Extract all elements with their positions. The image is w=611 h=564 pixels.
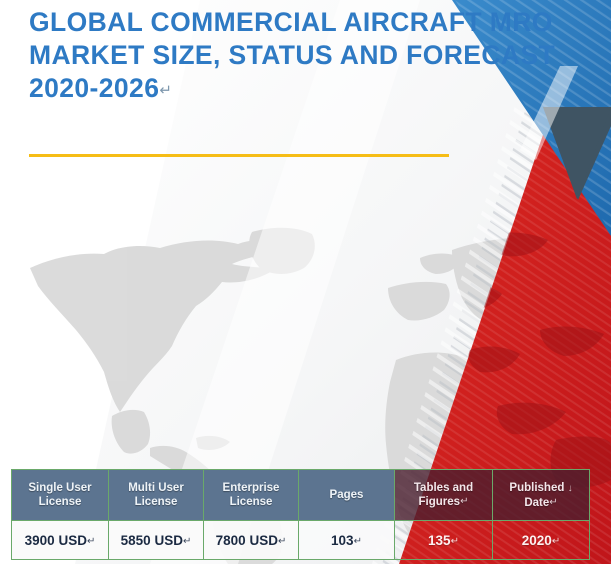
header-line-1: Tables and: [413, 482, 474, 494]
value-cell-enterprise-license: 7800 USD↵: [203, 520, 299, 560]
header-return-mark: ↵: [549, 496, 558, 508]
title-line-1: GLOBAL COMMERCIAL AIRCRAFT MRO: [29, 7, 553, 37]
header-line-1: Published: [509, 481, 565, 494]
header-line-1: Multi User: [128, 482, 184, 494]
table-header-row: Single User License Multi User License E…: [11, 469, 590, 521]
header-line-2: License: [38, 496, 82, 508]
header-return-mark: ↵: [460, 496, 469, 507]
value-text: 5850 USD: [120, 532, 183, 548]
value-return-mark: ↵: [86, 535, 96, 547]
value-cell-single-user-license: 3900 USD↵: [11, 520, 109, 560]
header-cell-multi-user-license: Multi User License: [108, 469, 204, 521]
value-return-mark: ↵: [277, 535, 287, 547]
header-line-1: Pages: [329, 489, 364, 501]
table-row: 3900 USD↵ 5850 USD↵ 7800 USD↵ 103↵ 135↵ …: [11, 520, 590, 560]
header-cell-tables-and-figures: Tables and Figures↵: [394, 469, 493, 521]
title-return-mark: ↵: [159, 82, 172, 99]
title-line-3-text: 2020-2026: [29, 73, 160, 103]
value-cell-multi-user-license: 5850 USD↵: [108, 520, 204, 560]
pricing-spec-table: Single User License Multi User License E…: [11, 469, 590, 560]
value-text: 2020: [521, 532, 552, 548]
value-return-mark: ↵: [551, 535, 561, 547]
value-cell-published-date: 2020↵: [492, 520, 590, 560]
value-text: 7800 USD: [215, 532, 278, 548]
header-cell-pages: Pages: [298, 469, 395, 521]
header-line-1: Single User: [28, 482, 92, 494]
down-arrow-icon: ↓: [567, 482, 573, 494]
gold-divider-rule: [29, 154, 449, 157]
slate-triangle: [543, 107, 611, 200]
title-line-3: 2020-2026↵: [29, 72, 549, 107]
header-line-2: License: [134, 496, 178, 508]
title-line-2: MARKET SIZE, STATUS AND FORECAST: [29, 40, 556, 70]
value-return-mark: ↵: [182, 535, 192, 547]
value-return-mark: ↵: [450, 535, 459, 547]
header-line-1: Enterprise: [222, 482, 280, 494]
value-cell-pages: 103↵: [298, 520, 395, 560]
value-text: 103: [331, 532, 354, 548]
value-text: 135: [428, 532, 451, 548]
header-line-2: Date: [524, 496, 550, 509]
value-text: 3900 USD: [24, 532, 87, 548]
header-cell-single-user-license: Single User License: [11, 469, 109, 521]
value-cell-tables-and-figures: 135↵: [394, 520, 493, 560]
header-cell-published-date: Published ↓ Date↵: [492, 469, 590, 521]
header-line-2: Figures: [418, 496, 461, 508]
header-cell-enterprise-license: Enterprise License: [203, 469, 299, 521]
value-return-mark: ↵: [353, 535, 362, 547]
page-title: GLOBAL COMMERCIAL AIRCRAFT MRO MARKET SI…: [29, 6, 556, 107]
header-line-2: License: [229, 496, 273, 508]
